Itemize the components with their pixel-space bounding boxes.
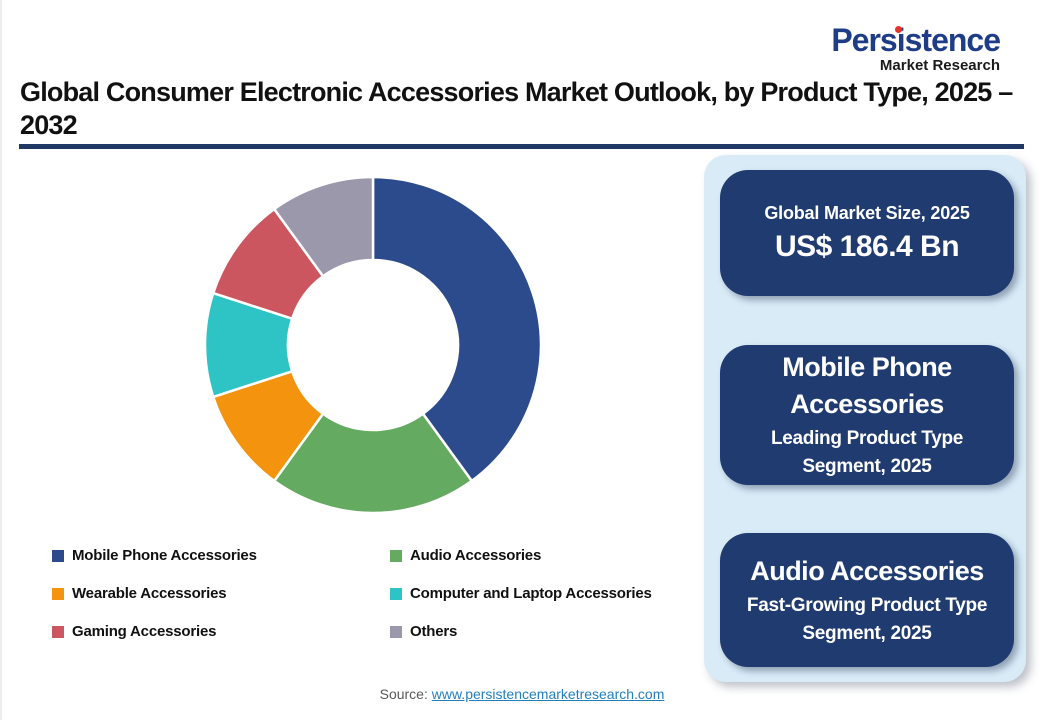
legend-item-label: Audio Accessories [410,547,542,564]
market-size-card: Global Market Size, 2025 US$ 186.4 Bn [720,170,1014,296]
legend-item-gaming-accessories: Gaming Accessories [52,623,320,640]
info-panel: Global Market Size, 2025 US$ 186.4 Bn Mo… [704,155,1026,682]
legend-item-wearable-accessories: Wearable Accessories [52,585,320,602]
legend-swatch-audio [390,549,402,562]
legend-item-mobile-phone-accessories: Mobile Phone Accessories [52,547,320,564]
brand-logo: Persistence Market Research [831,22,1001,74]
legend-swatch-others [390,625,402,638]
legend-swatch-mobile-phone [52,549,64,562]
legend-item-audio-accessories: Audio Accessories [390,547,690,564]
legend-item-label: Others [410,623,458,640]
title-divider [19,144,1024,149]
donut-segment-1 [272,412,474,515]
leading-segment-card-title: Mobile Phone Accessories [782,352,952,419]
legend-swatch-wearable [52,587,64,600]
legend-column-2: Audio Accessories Computer and Laptop Ac… [390,547,690,640]
donut-chart-svg [203,175,543,515]
legend-item-others: Others [390,623,690,640]
source-link[interactable]: www.persistencemarketresearch.com [431,686,665,702]
source-line: Source: www.persistencemarketresearch.co… [2,686,1040,702]
logo-brand-text: Persistence [831,22,1001,58]
source-label: Source: [379,686,432,702]
page-title: Global Consumer Electronic Accessories M… [20,77,1013,140]
chart-legend: Mobile Phone Accessories Wearable Access… [52,547,690,640]
donut-segment-5 [272,175,375,278]
logo-subtext: Market Research [879,57,1000,74]
donut-chart [203,175,543,515]
legend-item-label: Wearable Accessories [72,585,227,602]
legend-item-label: Mobile Phone Accessories [72,547,257,564]
fast-growing-card-subtitle: Fast-Growing Product Type Segment, 2025 [746,594,988,644]
logo-red-dot-icon [895,26,903,33]
legend-swatch-computer-laptop [390,587,402,600]
legend-item-label: Gaming Accessories [72,623,217,640]
market-size-card-title: Global Market Size, 2025 [764,202,970,223]
legend-swatch-gaming [52,625,64,638]
market-size-card-value: US$ 186.4 Bn [774,229,960,263]
donut-segment-0 [371,175,543,483]
fast-growing-card: Audio Accessories Fast-Growing Product T… [720,533,1014,667]
leading-segment-card-subtitle: Leading Product Type Segment, 2025 [770,428,964,477]
legend-column-1: Mobile Phone Accessories Wearable Access… [52,547,320,640]
legend-item-label: Computer and Laptop Accessories [410,585,652,602]
leading-segment-card: Mobile Phone Accessories Leading Product… [720,345,1014,485]
legend-item-computer-laptop-accessories: Computer and Laptop Accessories [390,585,690,602]
logo-brand-word: Persistence [831,22,1001,58]
fast-growing-card-title: Audio Accessories [750,555,984,586]
